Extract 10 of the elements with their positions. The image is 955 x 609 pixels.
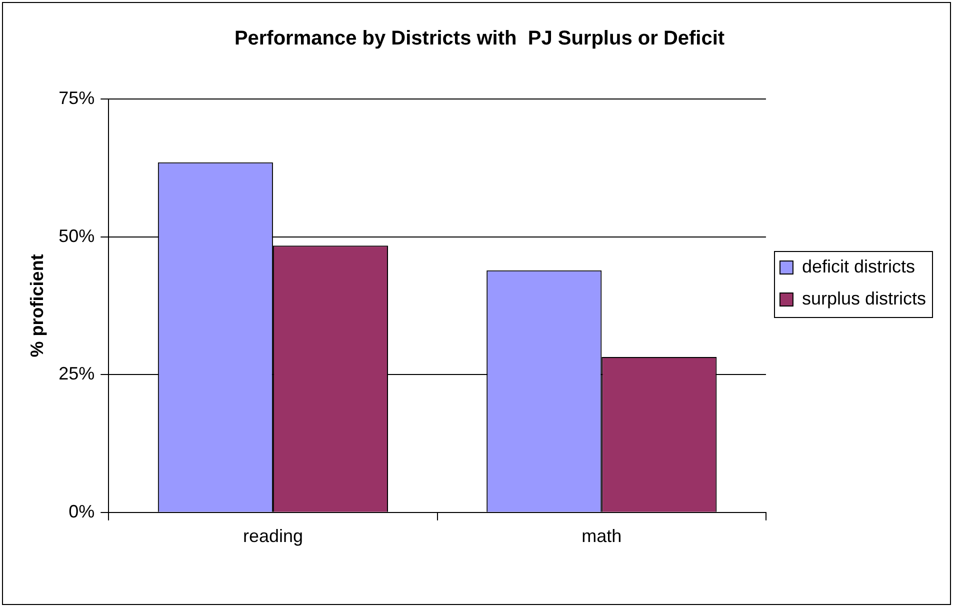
x-tick-label: reading [242, 526, 303, 546]
y-tick-label: 0% [68, 501, 95, 522]
y-axis-title: % proficient [26, 254, 47, 358]
y-tick-label: 25% [58, 364, 95, 384]
legend-label: deficit districts [802, 256, 915, 276]
y-tick-label: 50% [58, 226, 95, 246]
x-tick-label: math [582, 526, 622, 546]
chart-title: Performance by Districts with PJ Surplus or Deficit [234, 28, 725, 50]
legend-label: surplus districts [802, 288, 926, 308]
y-tick-label: 75% [58, 88, 95, 108]
